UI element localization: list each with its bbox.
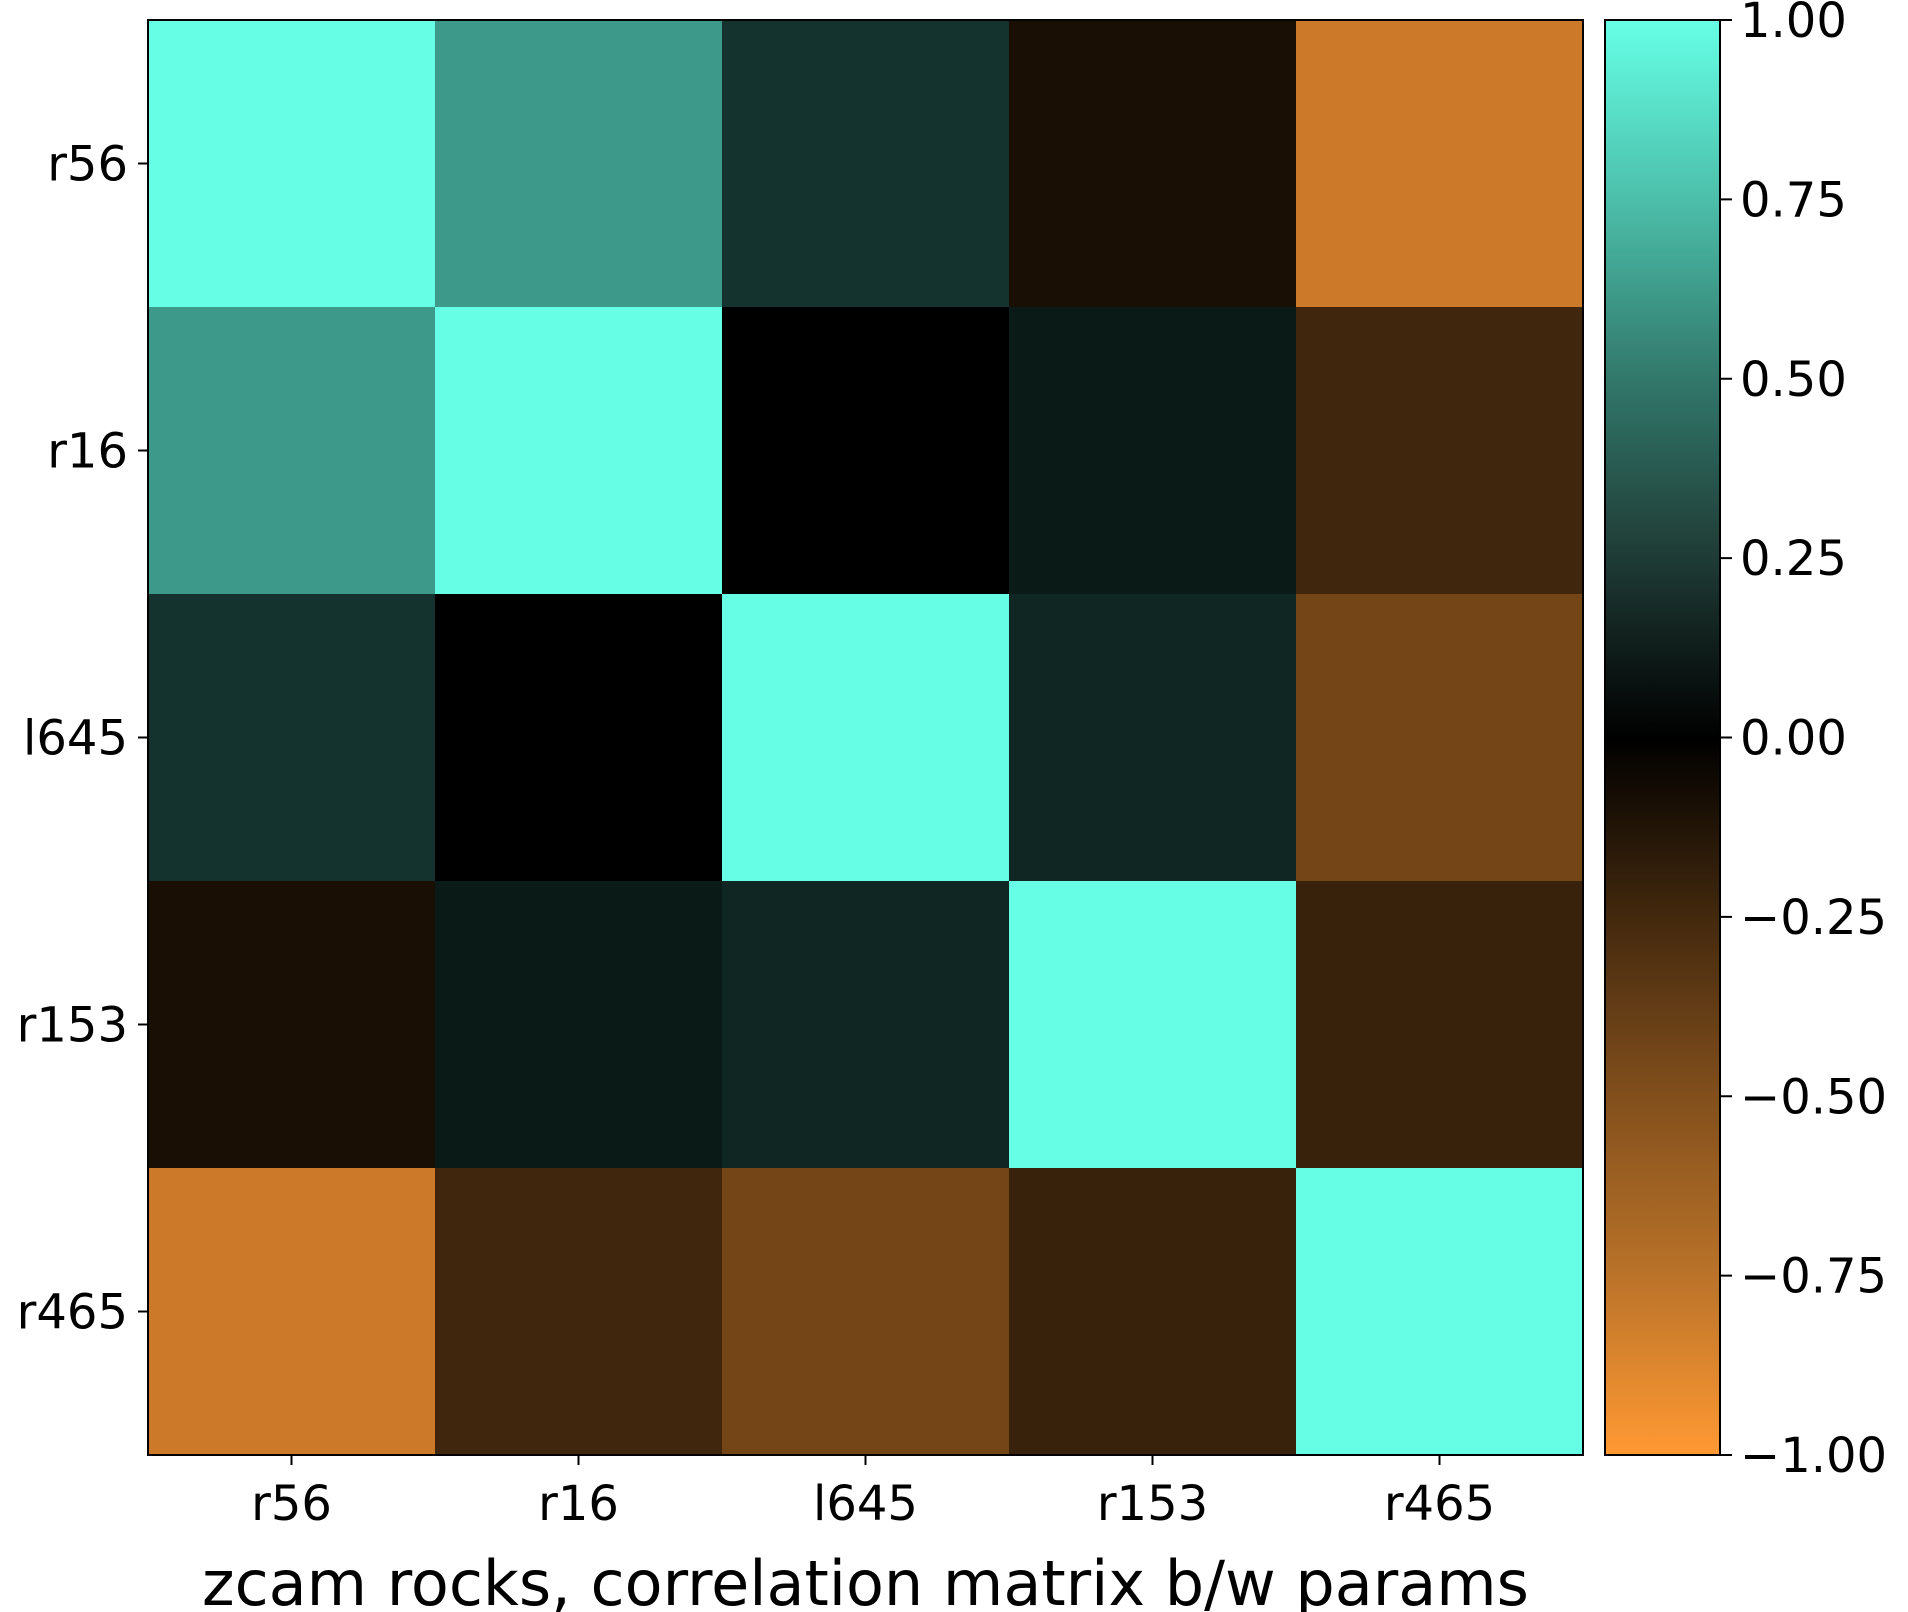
heatmap-cell-l645-l645 bbox=[722, 594, 1009, 881]
colorbar-tick-label: −1.00 bbox=[1740, 1428, 1887, 1484]
heatmap-cell-r465-r465 bbox=[1296, 1168, 1583, 1455]
heatmap-cell-r153-r16 bbox=[435, 881, 722, 1168]
x-axis: r56 r16 l645 r153 r465 bbox=[251, 1455, 1495, 1532]
x-tick-label-r153: r153 bbox=[1097, 1476, 1208, 1532]
heatmap-cell-r153-r153 bbox=[1009, 881, 1296, 1168]
y-tick-label-l645: l645 bbox=[23, 711, 128, 767]
colorbar-tick-label: 1.00 bbox=[1740, 0, 1847, 49]
x-tick-label-l645: l645 bbox=[813, 1476, 918, 1532]
heatmap-cell-r16-l645 bbox=[722, 307, 1009, 594]
heatmap-cell-r16-r153 bbox=[1009, 307, 1296, 594]
heatmap-cell-l645-r56 bbox=[148, 594, 435, 881]
x-tick-label-r16: r16 bbox=[538, 1476, 619, 1532]
heatmap-cell-r56-l645 bbox=[722, 20, 1009, 307]
heatmap-cell-l645-r16 bbox=[435, 594, 722, 881]
heatmap-cell-r16-r465 bbox=[1296, 307, 1583, 594]
x-axis-label: zcam rocks, correlation matrix b/w param… bbox=[202, 1547, 1529, 1612]
heatmap-cell-r16-r56 bbox=[148, 307, 435, 594]
y-tick-label-r56: r56 bbox=[47, 137, 128, 193]
colorbar-tick-label: 0.50 bbox=[1740, 352, 1847, 408]
x-tick-label-r465: r465 bbox=[1384, 1476, 1495, 1532]
colorbar-tick-label: 0.75 bbox=[1740, 172, 1847, 228]
colorbar-tick-label: −0.75 bbox=[1740, 1249, 1887, 1305]
colorbar-tick-label: −0.50 bbox=[1740, 1069, 1887, 1125]
y-tick-label-r16: r16 bbox=[47, 424, 128, 480]
x-tick-label-r56: r56 bbox=[251, 1476, 332, 1532]
heatmap-cell-l645-r465 bbox=[1296, 594, 1583, 881]
heatmap-cell-r153-l645 bbox=[722, 881, 1009, 1168]
heatmap-cell-r153-r56 bbox=[148, 881, 435, 1168]
heatmap-cell-r16-r16 bbox=[435, 307, 722, 594]
heatmap-cell-l645-r153 bbox=[1009, 594, 1296, 881]
y-tick-label-r465: r465 bbox=[17, 1285, 128, 1341]
heatmap-cell-r465-r56 bbox=[148, 1168, 435, 1455]
heatmap-cell-r56-r153 bbox=[1009, 20, 1296, 307]
colorbar bbox=[1605, 20, 1720, 1455]
heatmap-cell-r56-r16 bbox=[435, 20, 722, 307]
heatmap-cell-r56-r465 bbox=[1296, 20, 1583, 307]
colorbar-tick-label: −0.25 bbox=[1740, 890, 1887, 946]
heatmap-cell-r465-r16 bbox=[435, 1168, 722, 1455]
heatmap-cell-r153-r465 bbox=[1296, 881, 1583, 1168]
colorbar-tick-label: 0.00 bbox=[1740, 711, 1847, 767]
heatmap-cell-r465-r153 bbox=[1009, 1168, 1296, 1455]
heatmap-cells bbox=[148, 20, 1583, 1455]
colorbar-axis: 1.00 0.75 0.50 0.25 0.00 −0.25 −0.50 −0.75 −1.00 bbox=[1720, 0, 1887, 1484]
heatmap-cell-r56-r56 bbox=[148, 20, 435, 307]
heatmap-cell-r465-l645 bbox=[722, 1168, 1009, 1455]
y-tick-label-r153: r153 bbox=[17, 998, 128, 1054]
y-axis: r56 r16 l645 r153 r465 bbox=[17, 137, 148, 1341]
colorbar-tick-label: 0.25 bbox=[1740, 531, 1847, 587]
